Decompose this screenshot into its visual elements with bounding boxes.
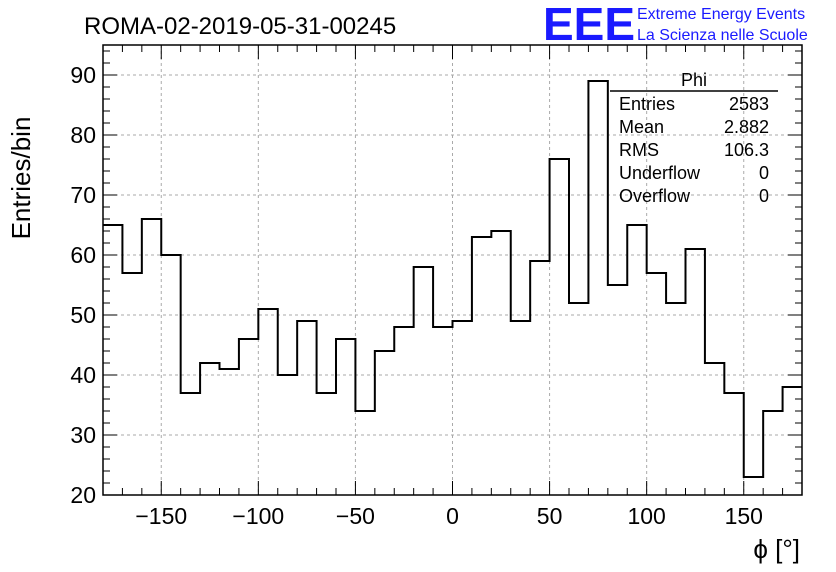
grid-lines [103, 45, 802, 496]
x-tick-label: 150 [725, 503, 763, 529]
stats-row-value: 2583 [729, 94, 769, 114]
x-tick-labels: −150 −100 −50 0 50 100 150 [135, 503, 763, 529]
stats-row-value: 0 [759, 163, 769, 183]
stats-row-value: 2.882 [724, 117, 769, 137]
y-tick-label: 50 [70, 302, 96, 328]
chart-title: ROMA-02-2019-05-31-00245 [84, 13, 396, 40]
histogram-series [103, 80, 802, 478]
eee-logo: EEE Extreme Energy Events La Scienza nel… [543, 0, 808, 50]
y-tick-label: 90 [70, 62, 96, 88]
x-tick-label: 100 [627, 503, 665, 529]
stats-title: Phi [681, 70, 707, 90]
y-tick-label: 60 [70, 242, 96, 268]
logo-line-2: La Scienza nelle Scuole [637, 27, 808, 44]
y-tick-label: 20 [70, 482, 96, 508]
x-tick-label: 50 [537, 503, 563, 529]
stats-row-value: 106.3 [724, 140, 769, 160]
stats-rows: Entries 2583 Mean 2.882 RMS 106.3 Underflow 0 Ov… [619, 94, 769, 206]
x-axis-label: ϕ [°] [753, 534, 800, 564]
stats-box: Phi Entries 2583 Mean 2.882 RMS 106.3 Underflo… [610, 70, 778, 206]
y-tick-label: 70 [70, 182, 96, 208]
histogram-line [103, 80, 802, 478]
x-tick-label: −100 [232, 503, 284, 529]
y-axis-label: Entries/bin [6, 117, 36, 240]
y-tick-label: 30 [70, 422, 96, 448]
stats-row-label: Mean [619, 117, 664, 137]
stats-row-label: Overflow [619, 186, 691, 206]
logo-mark: EEE [543, 0, 635, 50]
stats-row-label: Underflow [619, 163, 701, 183]
y-tick-labels: 20 30 40 50 60 70 80 90 [70, 62, 96, 508]
x-tick-label: −50 [336, 503, 375, 529]
y-tick-label: 40 [70, 362, 96, 388]
stats-row-label: RMS [619, 140, 659, 160]
x-tick-label: 0 [446, 503, 459, 529]
stats-row-value: 0 [759, 186, 769, 206]
stats-row-label: Entries [619, 94, 675, 114]
y-tick-label: 80 [70, 122, 96, 148]
x-tick-label: −150 [135, 503, 187, 529]
logo-line-1: Extreme Energy Events [637, 6, 805, 23]
axes [102, 44, 803, 496]
